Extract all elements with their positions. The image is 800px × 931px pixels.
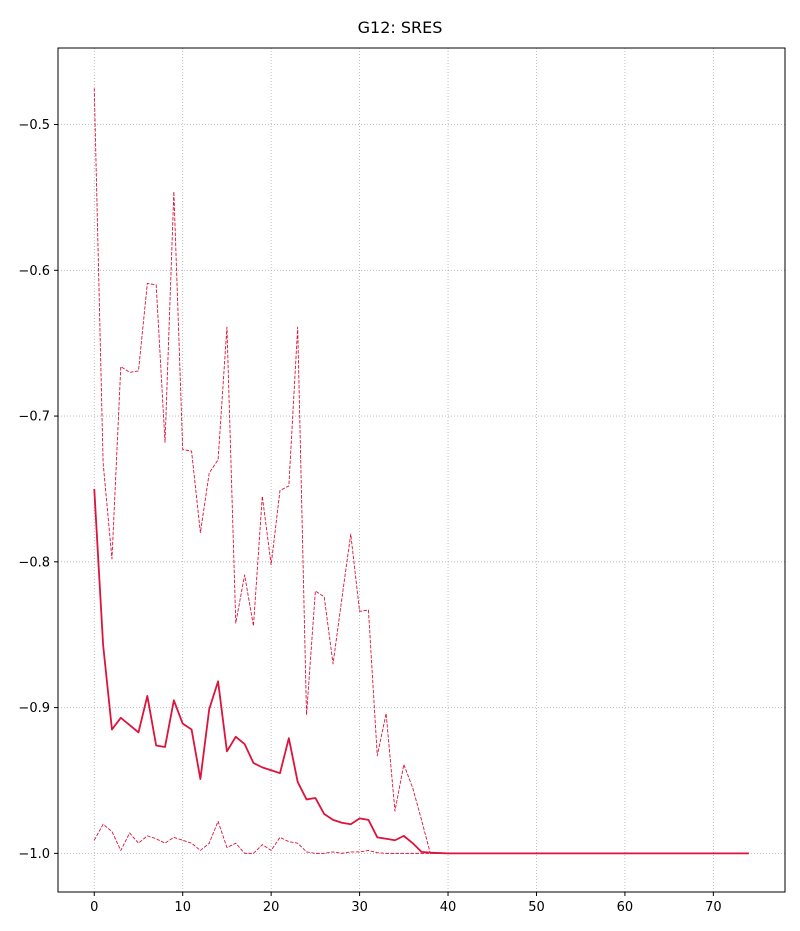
y-axis: −1.0 −0.9 −0.8 −0.7 −0.6 −0.5 <box>18 118 58 862</box>
y-tick-label: −1.0 <box>18 847 50 862</box>
x-axis: 0 10 20 30 40 50 60 70 <box>90 892 722 915</box>
x-tick-label: 70 <box>705 900 722 915</box>
x-tick-label: 40 <box>440 900 457 915</box>
x-tick-label: 50 <box>528 900 545 915</box>
plot-frame <box>57 47 786 893</box>
y-tick-label: −0.5 <box>18 118 50 133</box>
y-tick-label: −0.9 <box>18 701 50 716</box>
y-tick-label: −0.7 <box>18 410 50 425</box>
chart-title: G12: SRES <box>358 18 443 37</box>
grid-lines <box>58 48 785 892</box>
series-group <box>93 88 749 855</box>
x-tick-label: 30 <box>351 900 368 915</box>
x-tick-label: 0 <box>90 900 98 915</box>
x-tick-label: 10 <box>174 900 191 915</box>
x-tick-label: 60 <box>617 900 634 915</box>
series-line-solid <box>93 488 749 855</box>
y-tick-label: −0.6 <box>18 264 50 279</box>
y-tick-label: −0.8 <box>18 555 50 570</box>
series-line-dashed-2 <box>93 820 749 854</box>
x-tick-label: 20 <box>263 900 280 915</box>
